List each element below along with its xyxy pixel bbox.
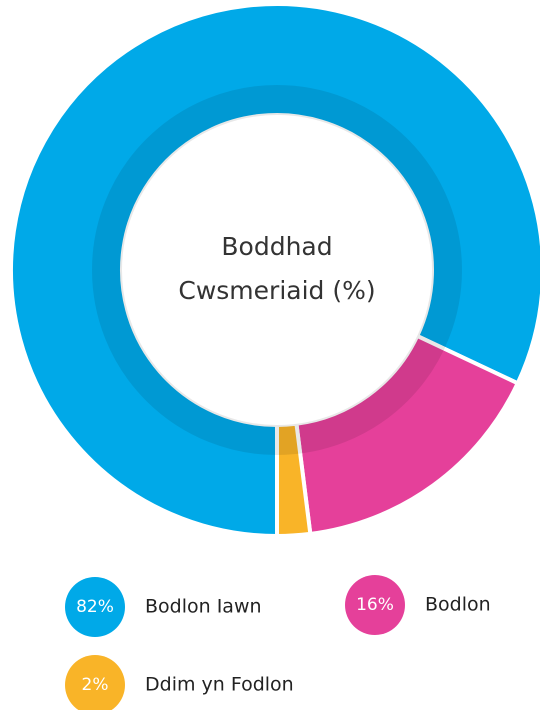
legend-badge (65, 655, 125, 710)
legend-badge (65, 577, 125, 637)
chart-title: Cwsmeriaid (%) (178, 276, 375, 305)
legend-label: Ddim yn Fodlon (145, 674, 294, 696)
donut (9, 2, 540, 539)
legend-value: 2% (82, 675, 109, 695)
legend-label: Bodlon (425, 594, 491, 616)
inner-band (92, 85, 462, 455)
legend-value: 82% (76, 597, 114, 617)
legend-label: Bodlon Iawn (145, 596, 262, 618)
legend-badge (345, 575, 405, 635)
donut-segment (275, 421, 313, 539)
chart-title: Boddhad (221, 232, 332, 261)
legend-value: 16% (356, 595, 394, 615)
donut-segment (9, 2, 540, 539)
